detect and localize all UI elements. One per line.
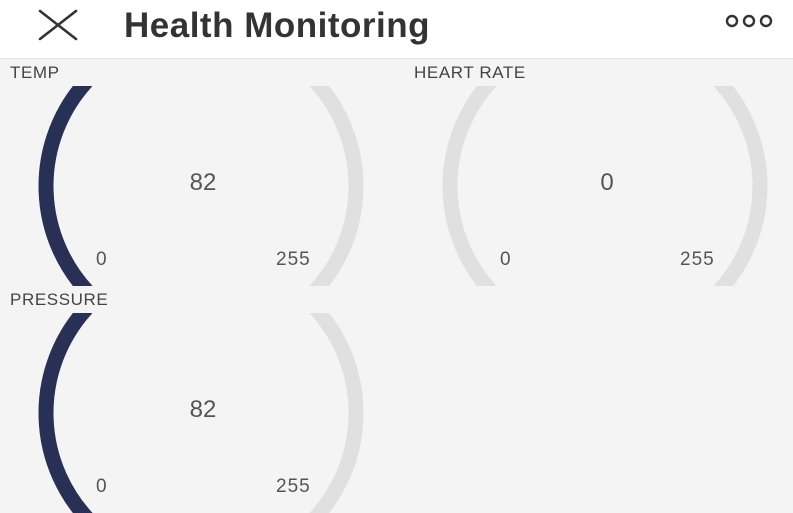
close-button[interactable] [36,8,80,42]
gauge-fill [38,86,93,286]
gauge-min: 0 [96,249,108,270]
more-options-button[interactable] [722,10,778,32]
gauge-track [442,86,768,286]
gauge-fill [38,313,93,513]
gauge-max: 255 [276,249,311,270]
app-header: Health Monitoring [0,0,793,59]
gauge-max: 255 [276,476,311,497]
widget-label-heart-rate: HEART RATE [414,63,526,82]
gauge-value: 82 [189,169,217,196]
widget-label-pressure: PRESSURE [10,290,109,309]
gauge-pressure: 82 0 255 [26,313,376,513]
gauge-min: 0 [500,249,512,270]
page-title: Health Monitoring [124,6,430,45]
gauge-value: 82 [189,396,217,423]
gauge-temp: 82 0 255 [26,86,376,286]
more-options-icon [725,14,773,28]
gauge-value: 0 [600,169,614,196]
gauge-min: 0 [96,476,108,497]
gauge-heart-rate: 0 0 255 [430,86,780,286]
close-icon [38,9,78,41]
widget-label-temp: TEMP [10,63,60,82]
gauge-max: 255 [680,249,715,270]
